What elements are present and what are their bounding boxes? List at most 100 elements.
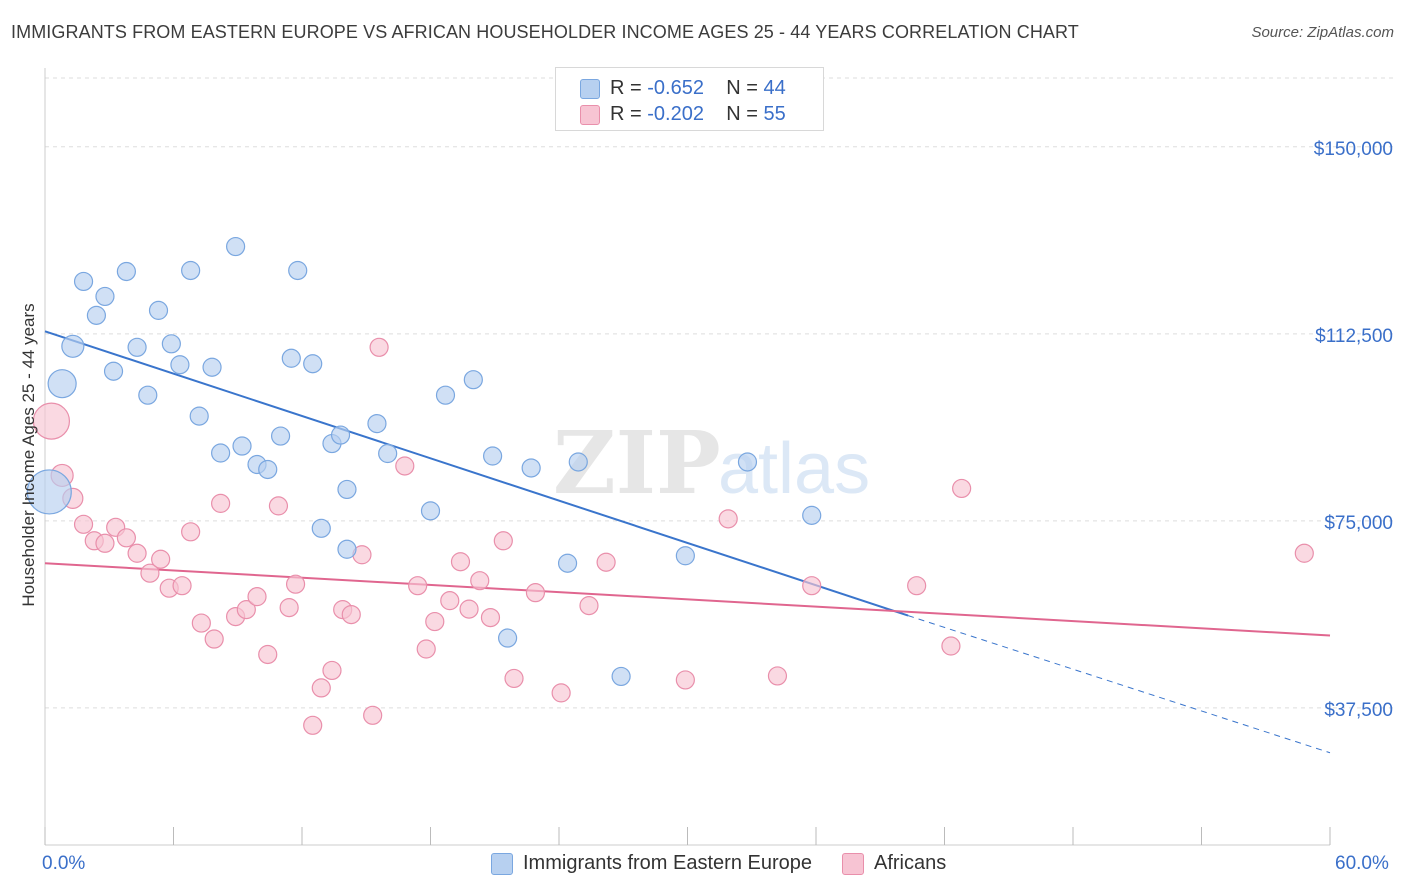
legend-r-label: R = [610, 77, 648, 99]
series-legend-label: Immigrants from Eastern Europe [523, 852, 812, 874]
point-eastern-europe [61, 334, 85, 358]
point-eastern-europe [802, 505, 822, 525]
point-eastern-europe [181, 260, 201, 281]
point-eastern-europe [95, 286, 115, 307]
point-africans [596, 552, 616, 572]
point-eastern-europe [170, 355, 190, 375]
point-eastern-europe [337, 539, 357, 559]
point-eastern-europe [226, 236, 246, 257]
tick-labels: $37,500 $75,000 $112,500 $150,000 Householde… [19, 139, 1393, 721]
y-tick-label: $75,000 [1324, 513, 1393, 534]
y-axis-title: Householder Income Ages 25 - 44 years [19, 303, 38, 606]
point-eastern-europe [47, 369, 77, 399]
legend-n-value: 44 [763, 77, 786, 99]
point-africans [718, 509, 738, 529]
point-eastern-europe [211, 443, 231, 463]
point-africans [425, 611, 445, 632]
correlation-legend: R = -0.652 N = 44 R = -0.202 N = 55 [555, 67, 824, 131]
point-africans [504, 668, 524, 689]
point-africans [268, 496, 289, 516]
point-africans [172, 576, 192, 596]
point-eastern-europe [73, 271, 94, 292]
point-africans [802, 576, 822, 596]
point-africans [181, 522, 201, 542]
point-africans [369, 337, 389, 357]
point-eastern-europe [202, 357, 222, 377]
point-eastern-europe [303, 354, 323, 374]
point-africans [952, 478, 972, 499]
point-africans [767, 666, 788, 686]
point-africans [551, 683, 571, 703]
point-eastern-europe [288, 260, 308, 281]
x-tick-label-max: 60.0% [1335, 853, 1389, 874]
point-eastern-europe [737, 452, 758, 472]
legend-r-value: -0.202 [647, 103, 704, 125]
point-africans [303, 715, 323, 735]
point-africans [311, 678, 331, 698]
point-eastern-europe [281, 348, 301, 368]
chart-source: Source: ZipAtlas.com [1251, 24, 1394, 41]
point-africans [285, 574, 306, 594]
point-eastern-europe [568, 452, 588, 472]
point-eastern-europe [498, 628, 518, 648]
point-eastern-europe [26, 469, 72, 515]
chart-title: IMMIGRANTS FROM EASTERN EUROPE VS AFRICA… [11, 22, 1079, 42]
point-eastern-europe [311, 518, 331, 538]
point-eastern-europe [435, 385, 456, 405]
point-africans [493, 531, 513, 551]
point-africans [525, 583, 546, 603]
point-africans [258, 644, 278, 665]
point-africans [341, 604, 361, 625]
point-africans [408, 576, 428, 596]
legend-r-value: -0.652 [647, 77, 704, 99]
point-africans [95, 533, 115, 553]
trend-line-africans [44, 562, 1331, 637]
y-tick-label: $150,000 [1314, 139, 1393, 160]
point-eastern-europe [420, 501, 441, 521]
point-eastern-europe [148, 300, 169, 320]
point-eastern-europe [86, 305, 107, 325]
point-eastern-europe [463, 370, 483, 390]
point-africans [470, 571, 490, 591]
point-eastern-europe [557, 553, 578, 573]
point-eastern-europe [189, 406, 209, 426]
point-africans [450, 552, 471, 572]
point-africans [322, 660, 342, 681]
point-africans [127, 543, 147, 563]
point-africans [363, 705, 383, 725]
point-africans [941, 636, 961, 656]
point-africans [211, 493, 231, 513]
point-africans [32, 402, 71, 440]
point-eastern-europe [116, 261, 136, 282]
point-africans [459, 599, 479, 619]
trend-lines [44, 330, 1331, 754]
point-eastern-europe [367, 413, 387, 434]
point-africans [247, 587, 267, 607]
pink-swatch-icon [580, 105, 600, 125]
blue-swatch-icon [580, 79, 600, 99]
watermark-text: atlas [718, 429, 870, 509]
point-eastern-europe [611, 666, 631, 687]
point-eastern-europe [161, 334, 181, 354]
point-africans [151, 549, 171, 569]
point-africans [440, 591, 460, 611]
trend-line-eastern-europe [44, 330, 909, 617]
point-eastern-europe [258, 459, 278, 480]
point-africans [116, 528, 136, 548]
legend-n-label: N = [726, 77, 764, 99]
point-eastern-europe [127, 337, 147, 357]
y-tick-label: $37,500 [1324, 700, 1393, 721]
point-africans [1294, 543, 1314, 563]
point-eastern-europe [675, 546, 695, 566]
series-legend-label: Africans [874, 852, 947, 874]
point-eastern-europe [330, 425, 351, 445]
point-eastern-europe [337, 479, 357, 500]
point-eastern-europe [378, 443, 398, 464]
point-eastern-europe [483, 446, 503, 466]
point-africans [73, 514, 94, 534]
y-tick-label: $112,500 [1315, 326, 1393, 347]
pink-swatch-icon [842, 853, 864, 875]
point-africans [579, 596, 599, 616]
point-africans [191, 613, 211, 633]
